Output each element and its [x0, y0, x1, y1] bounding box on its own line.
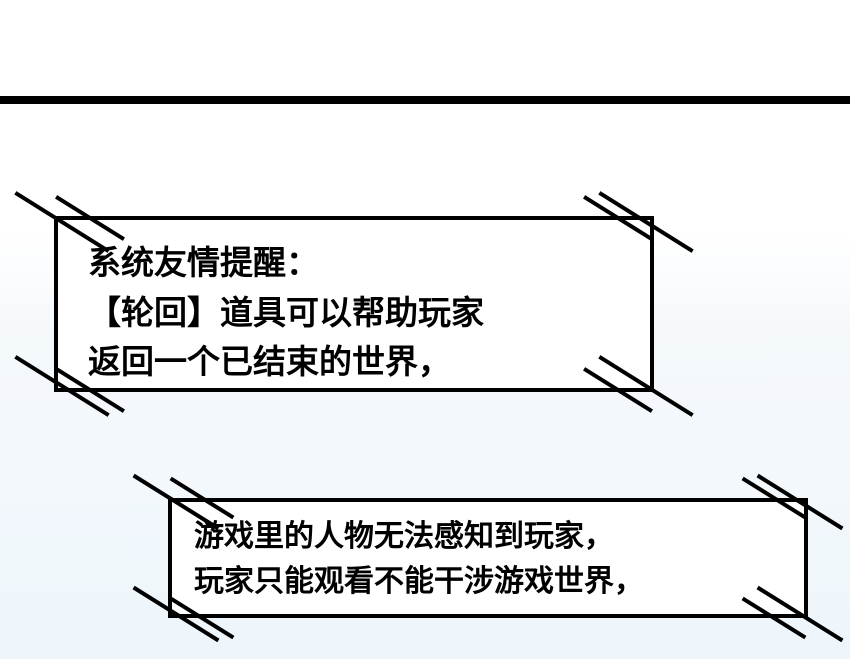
panel-1-text: 系统友情提醒：【轮回】道具可以帮助玩家返回一个已结束的世界，: [88, 238, 484, 387]
dialog-panel-2: 游戏里的人物无法感知到玩家，玩家只能观看不能干涉游戏世界，: [168, 498, 808, 618]
top-horizontal-rule: [0, 96, 850, 104]
dialog-panel-1: 系统友情提醒：【轮回】道具可以帮助玩家返回一个已结束的世界，: [54, 216, 654, 392]
panel-2-text: 游戏里的人物无法感知到玩家，玩家只能观看不能干涉游戏世界，: [194, 514, 644, 604]
